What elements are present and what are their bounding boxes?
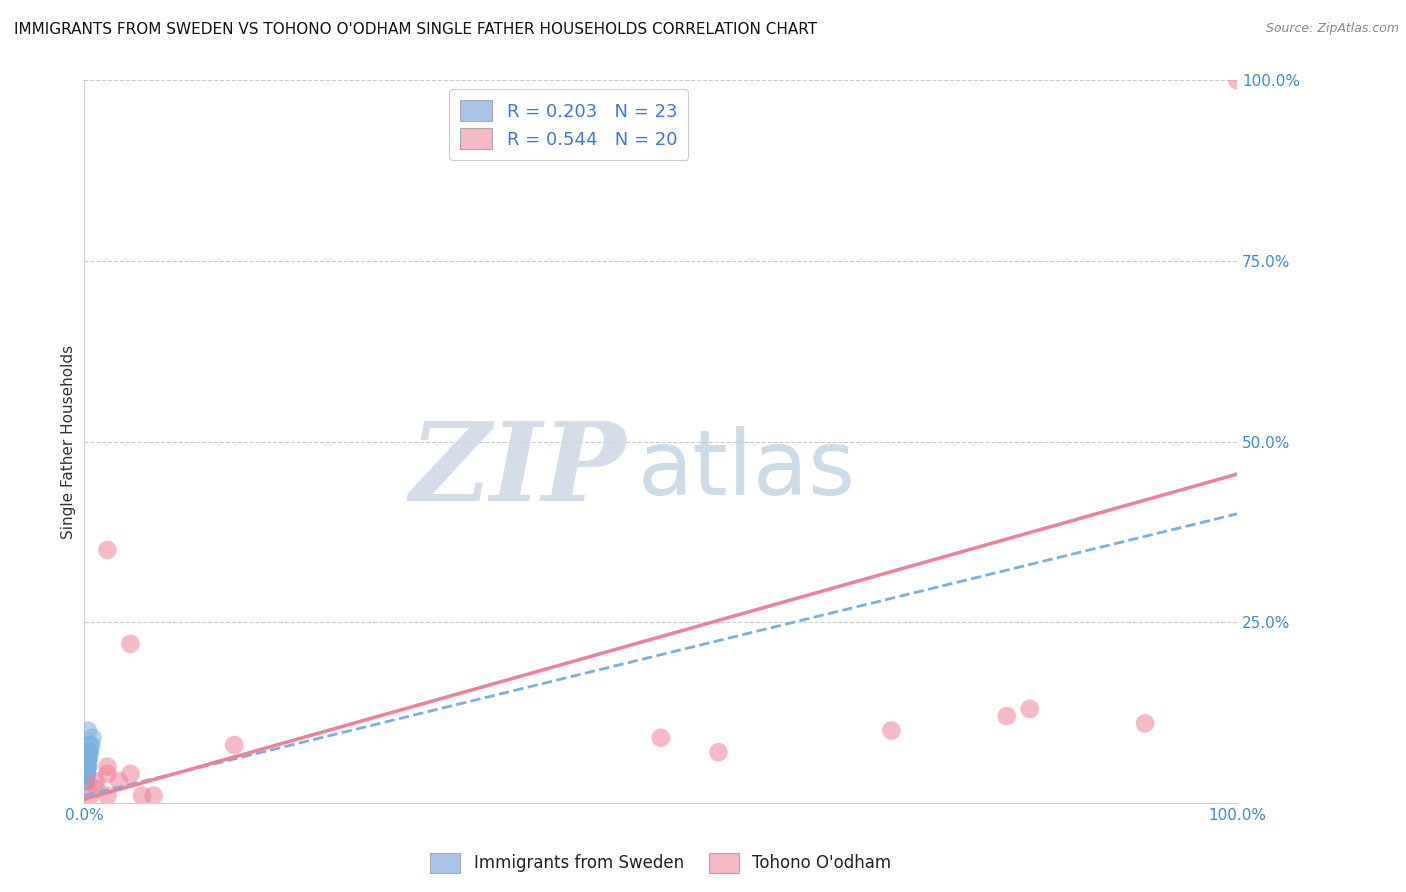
Point: [82, 731, 104, 745]
Point: [76, 752, 98, 766]
Point: [1226, 73, 1249, 87]
Point: [76, 760, 98, 774]
Point: [76, 760, 98, 774]
Point: [96, 789, 118, 803]
Y-axis label: Single Father Households: Single Father Households: [60, 344, 76, 539]
Point: [76, 767, 98, 781]
Text: atlas: atlas: [638, 426, 856, 515]
Point: [96, 760, 118, 774]
Point: [77, 745, 100, 759]
Point: [131, 789, 153, 803]
Point: [108, 774, 131, 789]
Point: [96, 542, 118, 557]
Point: [75, 767, 97, 781]
Point: [120, 767, 142, 781]
Point: [77, 745, 100, 759]
Point: [224, 738, 246, 752]
Text: IMMIGRANTS FROM SWEDEN VS TOHONO O'ODHAM SINGLE FATHER HOUSEHOLDS CORRELATION CH: IMMIGRANTS FROM SWEDEN VS TOHONO O'ODHAM…: [14, 22, 817, 37]
Point: [1133, 716, 1156, 731]
Point: [76, 767, 98, 781]
Point: [1018, 702, 1040, 716]
Point: [707, 745, 730, 759]
Point: [650, 731, 672, 745]
Point: [84, 774, 107, 789]
Text: Source: ZipAtlas.com: Source: ZipAtlas.com: [1265, 22, 1399, 36]
Point: [79, 745, 101, 759]
Point: [96, 767, 118, 781]
Point: [75, 774, 97, 789]
Point: [84, 781, 107, 796]
Point: [880, 723, 903, 738]
Point: [79, 789, 101, 803]
Point: [995, 709, 1018, 723]
Point: [79, 738, 101, 752]
Point: [76, 767, 98, 781]
Point: [75, 774, 97, 789]
Legend: Immigrants from Sweden, Tohono O'odham: Immigrants from Sweden, Tohono O'odham: [423, 847, 898, 880]
Point: [142, 789, 165, 803]
Point: [120, 637, 142, 651]
Point: [76, 760, 98, 774]
Point: [76, 767, 98, 781]
Point: [76, 774, 98, 789]
Point: [76, 760, 98, 774]
Point: [80, 738, 103, 752]
Legend: R = 0.203   N = 23, R = 0.544   N = 20: R = 0.203 N = 23, R = 0.544 N = 20: [449, 89, 688, 160]
Point: [76, 723, 98, 738]
Point: [76, 752, 98, 766]
Point: [77, 752, 100, 766]
Point: [75, 767, 97, 781]
Text: ZIP: ZIP: [409, 417, 626, 524]
